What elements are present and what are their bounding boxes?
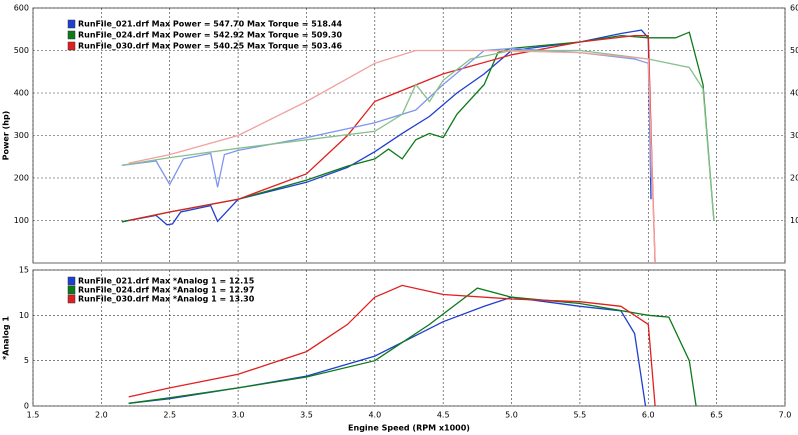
x-tick-label: 1.5 <box>27 411 40 420</box>
series-line <box>128 287 697 407</box>
y2-tick-label: 100 <box>790 216 798 225</box>
legend-label: RunFile_024.drf Max Power = 542.92 Max T… <box>78 31 343 40</box>
x-axis-label: Engine Speed (RPM x1000) <box>348 424 470 433</box>
series-line <box>128 284 656 407</box>
y-tick-label: 400 <box>14 89 29 98</box>
x-tick-label: 5.0 <box>505 411 518 420</box>
y-tick-label: 500 <box>14 46 29 55</box>
legend-label: RunFile_030.drf Max Power = 540.25 Max T… <box>78 42 343 51</box>
x-tick-label: 3.5 <box>300 411 313 420</box>
y2-tick-label: 500 <box>790 46 798 55</box>
y-tick-label: 10 <box>19 311 29 320</box>
y2-tick-label: 600 <box>790 4 798 13</box>
y-axis-label: *Analog 1 <box>2 316 11 360</box>
x-tick-label: 6.5 <box>710 411 723 420</box>
legend-label: RunFile_024.drf Max *Analog 1 = 12.97 <box>78 286 254 295</box>
y-tick-label: 5 <box>24 356 29 365</box>
y2-tick-label: 200 <box>790 174 798 183</box>
y-tick-label: 0 <box>24 402 29 411</box>
y2-tick-label: 400 <box>790 89 798 98</box>
x-tick-label: 4.0 <box>368 411 381 420</box>
y2-tick-label: 300 <box>790 131 798 140</box>
legend-swatch <box>67 294 76 304</box>
x-tick-label: 6.0 <box>642 411 655 420</box>
y-tick-label: 600 <box>14 4 29 13</box>
x-tick-label: 3.0 <box>232 411 245 420</box>
legend-label: RunFile_021.drf Max *Analog 1 = 12.15 <box>78 277 255 286</box>
legend-label: RunFile_021.drf Max Power = 547.70 Max T… <box>78 20 343 29</box>
legend-swatch <box>67 276 76 286</box>
series-line <box>128 34 656 264</box>
legend-label: RunFile_030.drf Max *Analog 1 = 13.30 <box>78 295 255 304</box>
x-tick-label: 5.5 <box>574 411 587 420</box>
legend-swatch <box>67 285 76 295</box>
series-line <box>121 31 715 223</box>
legend-swatch <box>67 41 76 51</box>
y-tick-label: 15 <box>19 266 29 275</box>
y-tick-label: 200 <box>14 174 29 183</box>
y-tick-label: 100 <box>14 216 29 225</box>
legend-swatch <box>67 30 76 40</box>
series-line <box>128 49 656 264</box>
x-tick-label: 7.0 <box>779 411 792 420</box>
series-line <box>121 49 715 221</box>
legend-swatch <box>67 19 76 29</box>
series-line <box>121 29 652 226</box>
x-tick-label: 2.5 <box>163 411 176 420</box>
x-tick-label: 2.0 <box>95 411 108 420</box>
y-tick-label: 300 <box>14 131 29 140</box>
y-axis-label: Power (hp) <box>2 111 11 161</box>
x-tick-label: 4.5 <box>437 411 450 420</box>
